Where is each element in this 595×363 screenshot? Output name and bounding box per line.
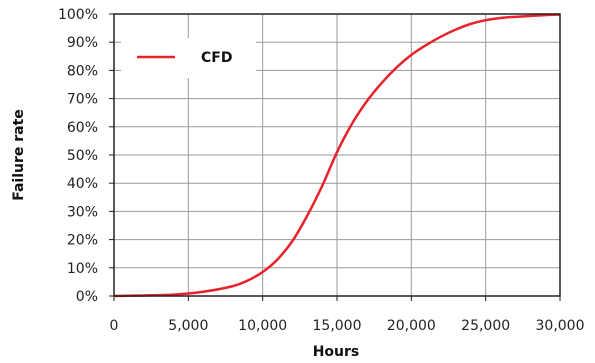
series-lines	[113, 13, 561, 298]
legend-label-cfd: CFD	[201, 50, 232, 66]
y-tick-label: 20%	[67, 233, 98, 249]
x-tick-label: 10,000	[238, 318, 287, 334]
y-tick-labels: 0% 10% 20% 30% 40% 50% 60% 70% 80% 90% 100%	[58, 7, 98, 305]
x-tick-label: 30,000	[536, 318, 585, 334]
y-tick-label: 100%	[58, 7, 98, 23]
y-axis-title: Failure rate	[11, 109, 27, 201]
y-tick-label: 50%	[67, 148, 98, 164]
x-tick-labels: 0 5,000 10,000 15,000 20,000 25,000 30,000	[110, 318, 585, 334]
series-line-cfd	[113, 13, 561, 298]
y-tick-label: 30%	[67, 204, 98, 220]
x-axis-title: Hours	[313, 344, 360, 360]
x-tick-label: 20,000	[387, 318, 436, 334]
y-tick-label: 10%	[67, 261, 98, 277]
plot-frame	[113, 13, 561, 297]
x-tick-label: 0	[110, 318, 119, 334]
y-tick-label: 70%	[67, 92, 98, 108]
x-tick-label: 5,000	[168, 318, 208, 334]
x-tick-label: 25,000	[461, 318, 510, 334]
y-tick-label: 80%	[67, 63, 98, 79]
y-tick-label: 0%	[76, 289, 98, 305]
y-tick-label: 60%	[67, 120, 98, 136]
y-tick-label: 40%	[67, 176, 98, 192]
x-tick-label: 15,000	[313, 318, 362, 334]
y-tick-label: 90%	[67, 35, 98, 51]
legend: CFD	[121, 38, 256, 78]
